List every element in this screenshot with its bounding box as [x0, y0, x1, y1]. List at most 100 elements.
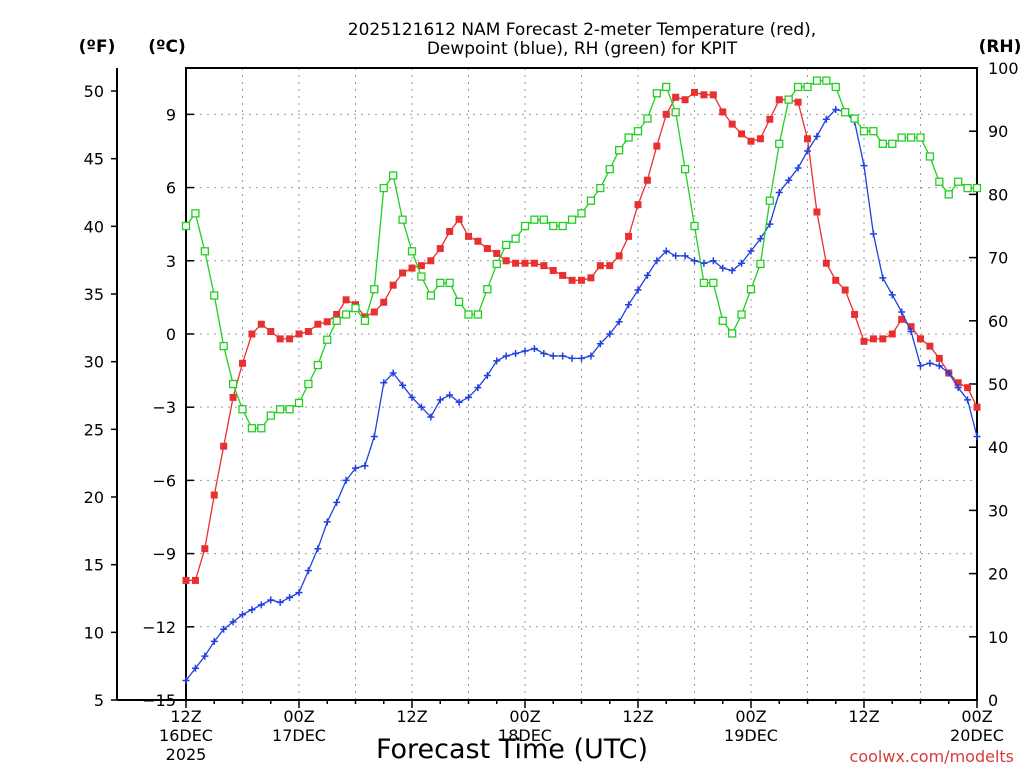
dewpoint-point — [596, 340, 604, 348]
dewpoint-point — [738, 259, 746, 267]
relative-humidity-point — [954, 177, 963, 186]
temperature-point — [756, 135, 764, 143]
dewpoint-point — [766, 220, 774, 228]
relative-humidity-point — [238, 405, 247, 414]
left-axis-c-label: (ºC) — [148, 37, 186, 57]
temperature-point — [578, 276, 585, 284]
dewpoint-point — [314, 545, 322, 553]
dewpoint-point — [747, 247, 755, 255]
relative-humidity-point — [841, 108, 850, 117]
rh-tick-label: 40 — [988, 438, 1008, 457]
dewpoint-point — [474, 384, 482, 392]
dewpoint-point — [408, 393, 416, 401]
temperature-point — [860, 337, 868, 345]
dewpoint-point — [785, 176, 793, 184]
relative-humidity-point — [662, 82, 671, 92]
relative-humidity-point — [219, 341, 228, 351]
temperature-point — [832, 276, 840, 284]
temperature-point — [559, 271, 567, 279]
dewpoint-point — [446, 391, 454, 399]
relative-humidity-point — [210, 291, 219, 300]
rh-tick-label: 20 — [988, 565, 1008, 584]
temperature-point — [719, 108, 727, 116]
f-tick-label: 10 — [84, 623, 104, 642]
relative-humidity-point — [728, 329, 737, 338]
relative-humidity-point — [181, 221, 191, 231]
temperature-point — [935, 354, 943, 362]
relative-humidity-point — [652, 89, 661, 98]
c-tick-label: 9 — [166, 105, 176, 124]
credit-text: coolwx.com/modelts — [850, 747, 1014, 766]
dewpoint-point — [191, 664, 199, 672]
temperature-point — [191, 576, 199, 584]
temperature-point — [804, 135, 811, 143]
relative-humidity-point — [398, 215, 407, 224]
dewpoint-point — [220, 625, 228, 633]
relative-humidity-point — [285, 405, 294, 414]
relative-humidity-point — [294, 398, 304, 408]
relative-humidity-point — [313, 360, 322, 370]
temperature-point — [568, 276, 576, 284]
dewpoint-point — [794, 164, 802, 172]
temperature-point — [380, 298, 388, 306]
relative-humidity-point — [906, 133, 916, 142]
temperature-point — [276, 335, 284, 343]
f-tick-label: 20 — [84, 488, 104, 507]
temperature-point — [898, 315, 906, 323]
dewpoint-point — [672, 252, 680, 260]
rh-tick-label: 10 — [988, 628, 1008, 647]
temperature-point — [446, 227, 454, 235]
temperature-point — [502, 257, 510, 265]
dewpoint-point — [483, 371, 491, 379]
relative-humidity-point — [266, 411, 275, 420]
temperature-point — [653, 142, 661, 150]
relative-humidity-point — [520, 221, 530, 231]
x-tick-label: 12Z — [396, 707, 427, 726]
temperature-point — [286, 335, 294, 343]
dewpoint-point — [276, 598, 284, 606]
dewpoint-point — [917, 362, 924, 370]
temperature-line — [186, 91, 978, 582]
temperature-point — [399, 269, 407, 277]
relative-humidity-point — [916, 133, 925, 142]
rh-tick-label: 50 — [988, 375, 1008, 394]
relative-humidity-point — [341, 310, 351, 319]
temperature-point — [182, 576, 190, 584]
dewpoint-point — [417, 403, 425, 411]
dewpoint-point — [728, 267, 736, 275]
temperature-point — [643, 176, 651, 184]
dewpoint-point — [182, 676, 190, 684]
dewpoint-point — [399, 381, 407, 389]
temperature-point — [408, 264, 416, 272]
relative-humidity-point — [699, 278, 709, 288]
temperature-point — [766, 115, 774, 123]
relative-humidity-point — [389, 171, 398, 180]
dewpoint-point — [521, 347, 529, 355]
temperature-point — [606, 262, 614, 270]
dewpoint-point — [436, 396, 444, 404]
right-axis-label: (RH) — [979, 37, 1022, 57]
f-tick-label: 15 — [84, 556, 104, 575]
x-tick-label: 12Z — [848, 707, 879, 726]
temperature-point — [220, 442, 228, 450]
relative-humidity-point — [549, 221, 558, 231]
relative-humidity-point — [793, 82, 803, 92]
dewpoint-point — [201, 652, 209, 660]
dewpoint-point — [898, 308, 906, 316]
dewpoint-point — [578, 354, 585, 362]
dewpoint-point — [832, 105, 840, 113]
relative-humidity-point — [426, 291, 435, 300]
rh-tick-label: 70 — [988, 249, 1008, 268]
temperature-point — [512, 259, 520, 267]
dewpoint-point — [361, 462, 369, 470]
relative-humidity-point — [276, 405, 285, 414]
f-tick-label: 30 — [84, 353, 104, 372]
dewpoint-point — [681, 252, 689, 260]
relative-humidity-point — [963, 183, 972, 193]
temperature-point — [210, 491, 218, 499]
relative-humidity-point — [859, 127, 869, 136]
dewpoint-point — [691, 257, 698, 265]
dewpoint-point — [239, 611, 246, 619]
relative-humidity-point — [445, 278, 454, 288]
dewpoint-point — [267, 596, 275, 604]
